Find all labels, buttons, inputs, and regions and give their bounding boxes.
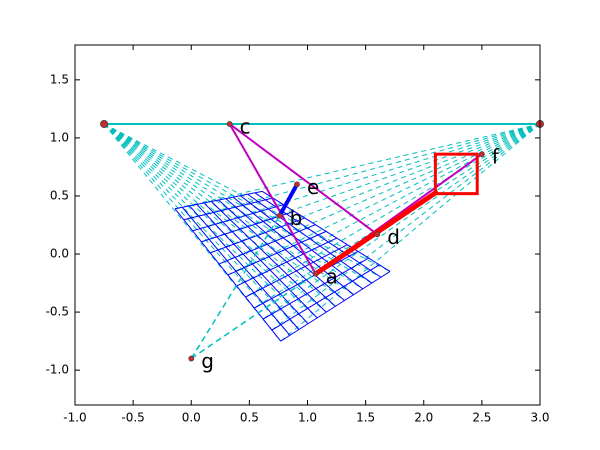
point [374, 231, 381, 238]
projection-line [254, 123, 541, 309]
grid-line [262, 257, 369, 320]
x-tick-label: 1.0 [298, 411, 317, 425]
y-tick-label: 1.0 [50, 130, 69, 144]
segment [190, 215, 281, 359]
projection-line [103, 123, 327, 313]
x-tick-label: 2.0 [414, 411, 433, 425]
vanishing-point [100, 119, 109, 128]
x-tick-label: 1.5 [356, 411, 375, 425]
projection-line [201, 123, 541, 243]
point-label: g [201, 349, 214, 373]
y-tick-label: 0.0 [50, 247, 69, 261]
point [276, 212, 283, 219]
grid-line [280, 271, 391, 342]
point-label: a [326, 264, 338, 288]
point [226, 121, 233, 127]
projection-line [227, 123, 541, 276]
segment [190, 273, 317, 360]
point-label: e [307, 175, 319, 199]
segment [277, 183, 299, 217]
projection-line [280, 123, 541, 342]
rectangle [433, 152, 479, 196]
point-label: c [240, 114, 251, 138]
grid-line [254, 192, 382, 278]
projection-line [103, 123, 300, 330]
projection-line [192, 123, 541, 232]
point-label: d [387, 225, 400, 249]
point [188, 355, 195, 362]
segment [228, 123, 317, 275]
point [294, 181, 300, 188]
projection-line [245, 123, 541, 298]
point [478, 151, 485, 158]
y-tick-label: -1.0 [46, 363, 69, 377]
y-tick-label: 1.5 [50, 72, 69, 86]
point-label: f [492, 145, 500, 169]
x-tick-label: -1.0 [63, 411, 86, 425]
grid-line [271, 264, 380, 331]
x-tick-label: -0.5 [121, 411, 144, 425]
projection-line [103, 123, 291, 336]
point [312, 270, 319, 277]
y-tick-label: -0.5 [46, 305, 69, 319]
point-label: b [290, 206, 303, 230]
projection-line [103, 123, 363, 290]
projection-line [103, 123, 309, 325]
projection-line [218, 123, 541, 265]
projection-line [103, 123, 373, 284]
x-tick-label: 0.0 [182, 411, 201, 425]
projection-line [103, 123, 282, 342]
projection-line [103, 123, 318, 319]
x-tick-label: 2.5 [472, 411, 491, 425]
projection-line [183, 123, 541, 221]
projection-line [271, 123, 541, 331]
segment [229, 123, 378, 236]
projection-line [103, 123, 336, 307]
projection-line [236, 123, 541, 287]
projection-line [262, 123, 541, 320]
y-tick-label: 0.5 [50, 188, 69, 202]
projection-line [103, 123, 345, 301]
x-tick-label: 3.0 [530, 411, 549, 425]
x-tick-label: 0.5 [240, 411, 259, 425]
